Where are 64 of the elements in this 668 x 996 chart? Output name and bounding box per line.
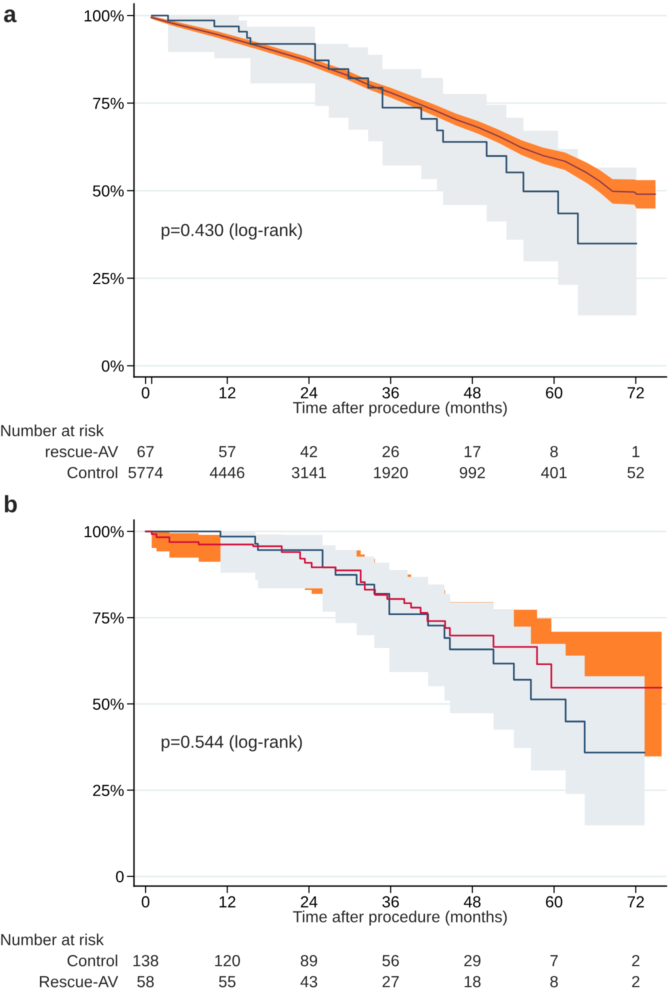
text: 8	[550, 446, 558, 458]
x-tick-label: 0	[142, 387, 150, 398]
annotation: p=0.430 (log-rank)	[162, 223, 302, 240]
x-tick-label: 0	[142, 896, 150, 908]
y-tick-label: 100%	[84, 10, 124, 22]
y-tick-label: 25%	[93, 784, 124, 796]
chart-title: b	[4, 495, 17, 512]
y-tick-label: 75%	[93, 612, 124, 624]
x-tick-label: 24	[300, 896, 318, 908]
x-tick-label: 72	[628, 387, 644, 398]
text: 43	[300, 976, 318, 988]
y-tick-label: 50%	[92, 185, 124, 197]
y-tick-label: 0%	[102, 360, 124, 372]
text: rescue-AV	[46, 446, 118, 458]
text: 7	[550, 955, 558, 966]
text: 138	[133, 955, 158, 966]
y-tick-label: 75%	[93, 98, 124, 110]
text: 8	[550, 976, 558, 988]
text: 120	[215, 955, 240, 966]
x-tick-label: 36	[382, 387, 399, 398]
text: 67	[138, 446, 154, 458]
text: 26	[382, 446, 399, 458]
x-axis-title: Time after procedure (months)	[293, 910, 507, 926]
text: Rescue-AV	[40, 976, 118, 988]
text: 55	[219, 976, 236, 988]
text: 4446	[210, 466, 244, 478]
text: 1	[632, 446, 640, 458]
text: 29	[464, 955, 480, 966]
text: 2	[632, 955, 640, 966]
text: 2	[632, 976, 640, 988]
text: 5774	[128, 467, 163, 478]
x-tick-label: 72	[628, 896, 644, 908]
text: Number at risk	[1, 424, 104, 436]
x-tick-label: 12	[220, 896, 236, 908]
x-tick-label: 48	[464, 387, 481, 398]
text: 1920	[374, 466, 408, 478]
text: 52	[628, 466, 644, 478]
y-tick-label: 0	[116, 871, 124, 882]
x-tick-label: 60	[546, 896, 562, 908]
text: 18	[464, 976, 481, 988]
x-axis-title: Time after procedure (months)	[293, 402, 507, 416]
y-tick-label: 25%	[93, 272, 124, 284]
y-tick-label: 100%	[84, 526, 124, 538]
text: 992	[460, 466, 485, 478]
text: 58	[137, 976, 154, 988]
text: 3141	[292, 466, 326, 478]
y-tick-label: 50%	[92, 698, 124, 710]
text: 42	[300, 446, 318, 458]
text: 89	[300, 955, 318, 966]
text: 27	[382, 976, 399, 988]
x-tick-label: 60	[546, 387, 562, 398]
chart-title: a	[4, 9, 17, 22]
x-tick-label: 48	[464, 896, 481, 908]
text: Control	[68, 466, 118, 478]
text: Number at risk	[1, 934, 104, 946]
x-tick-label: 36	[382, 896, 399, 908]
text: 401	[541, 466, 567, 478]
text: 17	[464, 446, 480, 458]
annotation: p=0.544 (log-rank)	[162, 735, 302, 752]
text: 56	[382, 955, 399, 966]
x-tick-label: 12	[220, 387, 236, 398]
text: 57	[219, 446, 236, 458]
x-tick-label: 24	[300, 387, 318, 398]
text: Control	[68, 954, 118, 966]
